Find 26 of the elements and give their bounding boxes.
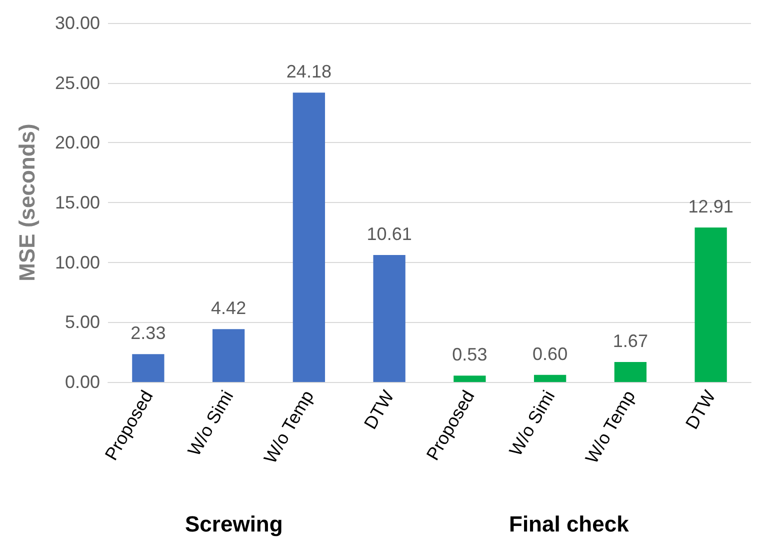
bar <box>292 92 326 382</box>
text: Screwing <box>185 512 283 536</box>
bar <box>614 362 647 382</box>
y-axis-title: MSE (seconds) <box>14 124 40 282</box>
bar <box>454 376 486 382</box>
data-label: 0.53 <box>452 344 488 365</box>
y-tick-label: 20.00 <box>54 132 100 153</box>
data-label: 10.61 <box>366 224 412 244</box>
y-tick-label: 25.00 <box>54 72 100 93</box>
text: Final check <box>509 512 630 536</box>
y-tick-label: 0.00 <box>64 372 100 392</box>
y-tick-label: 5.00 <box>64 312 100 332</box>
bar <box>373 255 406 382</box>
data-label: 1.67 <box>612 331 648 352</box>
bar <box>534 374 566 382</box>
bar <box>132 354 164 382</box>
bar <box>212 329 245 382</box>
bar <box>694 228 727 382</box>
data-label: 4.42 <box>211 298 246 318</box>
y-tick-label: 10.00 <box>54 252 100 272</box>
data-label: 0.60 <box>532 344 568 364</box>
data-label: 2.33 <box>130 323 166 344</box>
y-tick-label: 30.00 <box>54 13 100 33</box>
data-label: 12.91 <box>688 196 734 217</box>
data-label: 24.18 <box>286 62 332 82</box>
y-tick-label: 15.00 <box>54 192 100 212</box>
